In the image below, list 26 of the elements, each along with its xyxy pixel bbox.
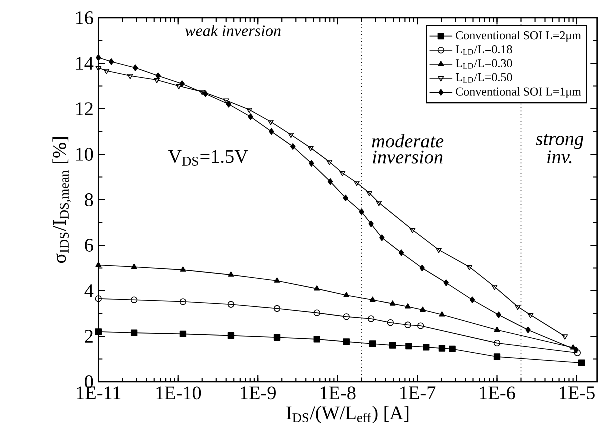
- annotation: V$_{DS}$=1.5V: [168, 150, 248, 166]
- legend-label: L$_{LD}$/L=0.50: [456, 73, 512, 83]
- y-tick-label: 2: [85, 330, 93, 343]
- y-tick-label: 4: [84, 284, 94, 298]
- x-tick-label: 1E-7: [400, 386, 436, 400]
- x-tick-label: 1E-8: [320, 386, 356, 400]
- x-tick-label: 1E-10: [156, 386, 202, 400]
- legend-label: L$_{LD}$/L=0.18: [456, 45, 512, 55]
- x-tick-label: 1E-6: [480, 386, 516, 400]
- annotation: moderate inversion: [372, 134, 444, 164]
- x-tick-label: 1E-5: [560, 386, 595, 400]
- x-tick-label: 1E-11: [77, 386, 121, 400]
- legend-label: Conventional SOI L=1μm: [456, 87, 582, 98]
- y-tick-label: 10: [76, 148, 94, 161]
- x-axis-title: I$_{DS}$/(W/L$_{eff}$) [A]: [286, 406, 409, 424]
- y-tick-label: 6: [85, 239, 94, 252]
- y-tick-label: 8: [85, 194, 94, 206]
- annotation: strong inv.: [536, 134, 584, 164]
- legend-label: Conventional SOI L=2μm: [456, 31, 582, 42]
- y-tick-label: 14: [76, 57, 94, 70]
- y-tick-label: 12: [76, 102, 93, 116]
- legend-label: L$_{LD}$/L=0.30: [456, 59, 512, 69]
- y-tick-label: 16: [76, 12, 94, 24]
- x-tick-label: 1E-9: [241, 386, 276, 400]
- y-axis-title: σ$_{IDS}$/I$_{DS,mean}$ [%]: [52, 138, 71, 264]
- annotation: weak inversion: [185, 25, 281, 36]
